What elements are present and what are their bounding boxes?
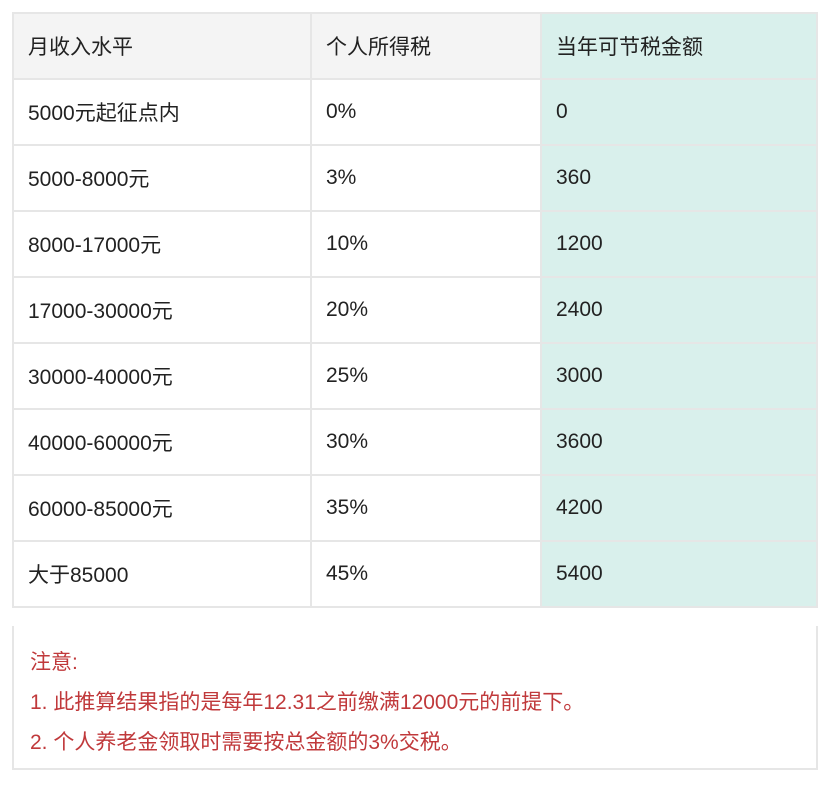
tax-rate-cell: 25%	[310, 342, 542, 410]
notes-box: 注意: 1. 此推算结果指的是每年12.31之前缴满12000元的前提下。 2.…	[12, 626, 818, 770]
savings-cell: 2400	[540, 276, 818, 344]
income-level-cell: 5000元起征点内	[12, 78, 312, 146]
tax-rate-cell: 3%	[310, 144, 542, 212]
income-level-cell: 40000-60000元	[12, 408, 312, 476]
note-line-2: 2. 个人养老金领取时需要按总金额的3%交税。	[30, 731, 462, 754]
savings-cell: 3600	[540, 408, 818, 476]
table-row: 5000-8000元 3% 360	[12, 144, 818, 212]
savings-cell: 3000	[540, 342, 818, 410]
tax-rate-cell: 45%	[310, 540, 542, 608]
income-level-cell: 8000-17000元	[12, 210, 312, 278]
income-level-cell: 30000-40000元	[12, 342, 312, 410]
income-level-cell: 17000-30000元	[12, 276, 312, 344]
note-line-1: 1. 此推算结果指的是每年12.31之前缴满12000元的前提下。	[30, 691, 585, 714]
savings-cell: 4200	[540, 474, 818, 542]
tax-savings-table: 月收入水平 个人所得税 当年可节税金额 5000元起征点内 0% 0 5000-800…	[12, 12, 818, 608]
header-income-tax: 个人所得税	[310, 12, 542, 80]
tax-rate-cell: 35%	[310, 474, 542, 542]
table-row: 30000-40000元 25% 3000	[12, 342, 818, 410]
table-row: 5000元起征点内 0% 0	[12, 78, 818, 146]
table-row: 60000-85000元 35% 4200	[12, 474, 818, 542]
savings-cell: 5400	[540, 540, 818, 608]
tax-rate-cell: 0%	[310, 78, 542, 146]
savings-cell: 0	[540, 78, 818, 146]
tax-rate-cell: 10%	[310, 210, 542, 278]
income-level-cell: 5000-8000元	[12, 144, 312, 212]
header-annual-savings: 当年可节税金额	[540, 12, 818, 80]
income-level-cell: 60000-85000元	[12, 474, 312, 542]
tax-rate-cell: 20%	[310, 276, 542, 344]
savings-cell: 360	[540, 144, 818, 212]
table-row: 8000-17000元 10% 1200	[12, 210, 818, 278]
table-row: 17000-30000元 20% 2400	[12, 276, 818, 344]
header-row: 月收入水平 个人所得税 当年可节税金额	[12, 12, 818, 80]
tax-rate-cell: 30%	[310, 408, 542, 476]
notes-title: 注意:	[30, 651, 78, 674]
table-row: 40000-60000元 30% 3600	[12, 408, 818, 476]
income-level-cell: 大于85000	[12, 540, 312, 608]
table-row: 大于85000 45% 5400	[12, 540, 818, 608]
savings-cell: 1200	[540, 210, 818, 278]
header-income-level: 月收入水平	[12, 12, 312, 80]
